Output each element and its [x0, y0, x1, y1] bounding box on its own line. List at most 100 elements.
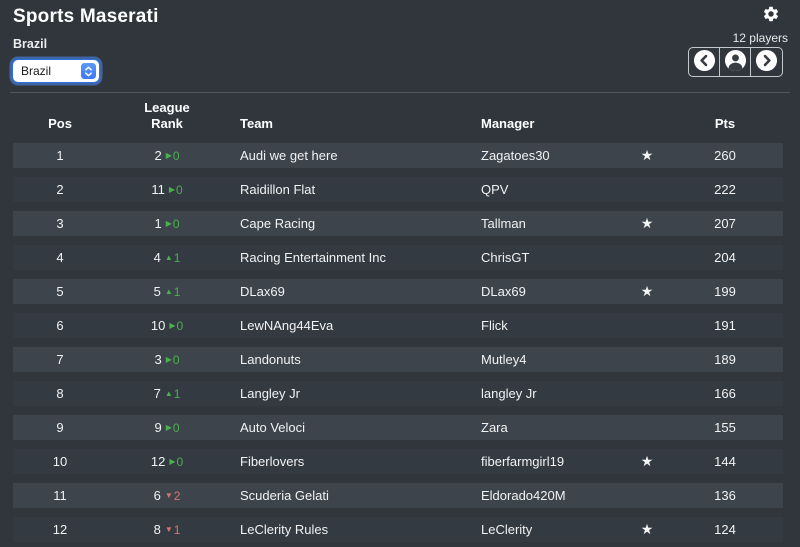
pos-cell: 7	[56, 352, 64, 367]
rank-change-value: 2	[173, 488, 181, 503]
rank-change: ▶ 0	[169, 183, 183, 197]
star-icon[interactable]: ★	[640, 521, 654, 537]
column-header-league-rank: League Rank	[144, 99, 190, 131]
pos-cell: 3	[56, 216, 64, 231]
rank-cell: 8 ▼ 1	[107, 522, 227, 537]
rank-change: ▲ 1	[165, 387, 181, 401]
table-row: 1 2 ▶ 0 Audi we get here Zagatoes30 ★ 26…	[13, 143, 783, 168]
team-cell: Audi we get here	[240, 148, 338, 163]
team-cell: Raidillon Flat	[240, 182, 316, 197]
manager-cell: ChrisGT	[481, 250, 530, 265]
rank-cell: 9 ▶ 0	[107, 420, 227, 435]
pos-cell: 2	[56, 182, 64, 197]
person-icon	[724, 49, 747, 75]
pos-cell: 5	[56, 284, 64, 299]
chevron-left-icon	[693, 49, 716, 75]
team-cell: Fiberlovers	[240, 454, 305, 469]
pts-cell: 222	[714, 182, 736, 197]
rank-value: 5	[153, 284, 161, 299]
country-select[interactable]: Brazil	[13, 60, 99, 82]
manager-cell: Zagatoes30	[481, 148, 550, 163]
table-row: 4 4 ▲ 1 Racing Entertainment Inc ChrisGT…	[13, 245, 783, 270]
rank-change-arrow-icon: ▶	[165, 218, 172, 228]
team-cell: LewNAng44Eva	[240, 318, 334, 333]
settings-button[interactable]	[762, 5, 780, 23]
team-cell: LeClerity Rules	[240, 522, 329, 537]
rank-value: 7	[153, 386, 161, 401]
table-row: 11 6 ▼ 2 Scuderia Gelati Eldorado420M 13…	[13, 483, 783, 508]
table-row: 9 9 ▶ 0 Auto Veloci Zara 155	[13, 415, 783, 440]
country-select-value: Brazil	[21, 64, 52, 78]
star-icon[interactable]: ★	[640, 147, 654, 163]
pts-cell: 204	[714, 250, 736, 265]
rank-change: ▲ 1	[165, 285, 181, 299]
next-league-button[interactable]	[751, 48, 782, 76]
rank-value: 4	[153, 250, 161, 265]
pos-cell: 4	[56, 250, 64, 265]
country-label: Brazil	[13, 37, 48, 51]
rank-change: ▶ 0	[166, 217, 180, 231]
rank-value: 9	[154, 420, 162, 435]
pts-cell: 144	[714, 454, 736, 469]
pos-cell: 1	[56, 148, 64, 163]
table-row: 6 10 ▶ 0 LewNAng44Eva Flick 191	[13, 313, 783, 338]
rank-change-value: 1	[173, 250, 181, 265]
rank-change-arrow-icon: ▶	[169, 456, 176, 466]
table-row: 2 11 ▶ 0 Raidillon Flat QPV 222	[13, 177, 783, 202]
manager-cell: DLax69	[481, 284, 526, 299]
rank-cell: 12 ▶ 0	[107, 454, 227, 469]
star-icon[interactable]: ★	[640, 453, 654, 469]
pos-cell: 11	[53, 488, 67, 503]
rank-value: 8	[153, 522, 161, 537]
rank-change: ▲ 1	[165, 251, 181, 265]
team-cell: Cape Racing	[240, 216, 316, 231]
rank-value: 1	[154, 216, 162, 231]
rank-value: 2	[154, 148, 162, 163]
table-row: 10 12 ▶ 0 Fiberlovers fiberfarmgirl19 ★ …	[13, 449, 783, 474]
pos-cell: 8	[56, 386, 64, 401]
manager-cell: langley Jr	[481, 386, 537, 401]
pts-cell: 191	[714, 318, 736, 333]
rank-change-arrow-icon: ▲	[164, 252, 173, 262]
star-icon[interactable]: ★	[640, 283, 654, 299]
table-row: 5 5 ▲ 1 DLax69 DLax69 ★ 199	[13, 279, 783, 304]
rank-change: ▶ 0	[169, 319, 183, 333]
manager-cell: Flick	[481, 318, 508, 333]
my-team-button[interactable]	[720, 48, 751, 76]
rank-change: ▶ 0	[166, 421, 180, 435]
rank-change-arrow-icon: ▶	[165, 422, 172, 432]
table-row: 7 3 ▶ 0 Landonuts Mutley4 189	[13, 347, 783, 372]
standings-table: Pos League Rank Team Manager Pts 1 2 ▶ 0…	[13, 93, 783, 542]
column-header-manager: Manager	[481, 115, 535, 131]
chevron-right-icon	[755, 49, 778, 75]
pts-cell: 199	[714, 284, 736, 299]
pts-cell: 207	[714, 216, 736, 231]
rank-change: ▼ 2	[165, 489, 181, 503]
select-stepper-icon	[81, 63, 96, 79]
star-icon[interactable]: ★	[640, 215, 654, 231]
rank-change-value: 1	[173, 386, 181, 401]
column-header-pts: Pts	[714, 115, 736, 131]
column-header-pos: Pos	[48, 115, 72, 131]
rank-cell: 7 ▲ 1	[107, 386, 227, 401]
prev-league-button[interactable]	[689, 48, 720, 76]
rank-change-arrow-icon: ▲	[164, 286, 173, 296]
rank-change-value: 1	[173, 522, 181, 537]
rank-change: ▶ 0	[169, 455, 183, 469]
team-cell: Racing Entertainment Inc	[240, 250, 386, 265]
manager-cell: QPV	[481, 182, 509, 197]
rank-change: ▶ 0	[166, 149, 180, 163]
manager-cell: LeClerity	[481, 522, 533, 537]
table-row: 8 7 ▲ 1 Langley Jr langley Jr 166	[13, 381, 783, 406]
manager-cell: Zara	[481, 420, 508, 435]
rank-change-arrow-icon: ▲	[164, 388, 173, 398]
rank-value: 12	[150, 454, 166, 469]
rank-cell: 11 ▶ 0	[107, 182, 227, 197]
pos-cell: 10	[52, 454, 68, 469]
pts-cell: 136	[714, 488, 736, 503]
header-divider	[10, 92, 790, 93]
page-header: Sports Maserati Brazil 12 players Brazil	[0, 0, 800, 82]
gear-icon	[762, 6, 780, 27]
table-row: 3 1 ▶ 0 Cape Racing Tallman ★ 207	[13, 211, 783, 236]
rank-cell: 3 ▶ 0	[107, 352, 227, 367]
